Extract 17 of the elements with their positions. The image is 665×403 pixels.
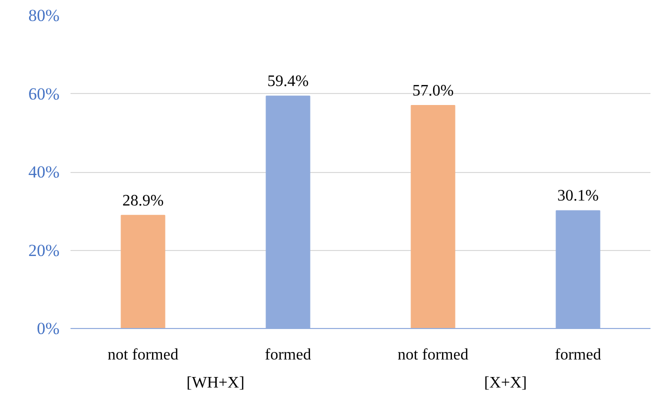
y-tick-label: 60% bbox=[28, 84, 60, 104]
data-label: 59.4% bbox=[267, 73, 309, 90]
x-tick-label: not formed bbox=[398, 346, 468, 364]
bar bbox=[410, 104, 456, 328]
bar bbox=[120, 214, 166, 328]
x-tick-label: formed bbox=[554, 346, 602, 364]
y-tick-label: 20% bbox=[28, 240, 60, 260]
x-tick-label: not formed bbox=[108, 346, 178, 364]
y-tick-label: 0% bbox=[36, 319, 60, 338]
data-label: 28.9% bbox=[122, 192, 164, 210]
text: [X+X] bbox=[484, 374, 527, 392]
y-tick-label: 80% bbox=[28, 6, 60, 25]
y-tick-label: 40% bbox=[28, 162, 60, 182]
data-label: 30.1% bbox=[557, 188, 599, 205]
x-tick-label: formed bbox=[264, 346, 312, 364]
data-label: 57.0% bbox=[412, 82, 454, 100]
text: [WH+X] bbox=[186, 374, 244, 392]
